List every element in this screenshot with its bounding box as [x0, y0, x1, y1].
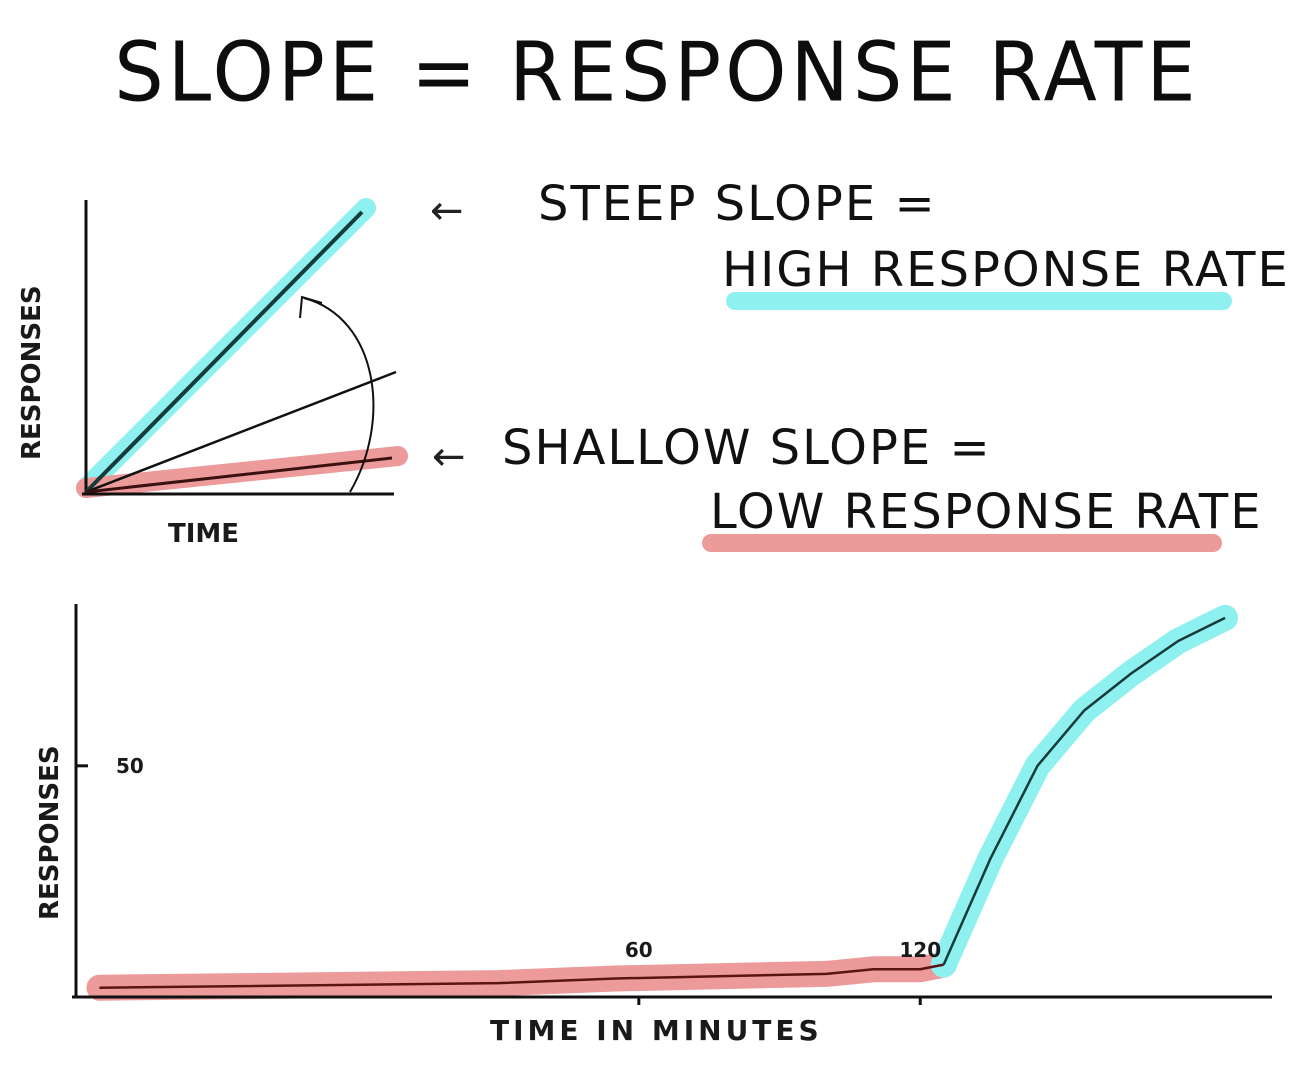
record-ticks: 50 60 120 — [76, 754, 941, 1005]
record-series-1-highlight — [930, 604, 1239, 978]
record-series-0-highlight — [86, 951, 957, 1001]
shallow-line — [85, 456, 393, 494]
shallow-slope-label: SHALLOW SLOPE = — [502, 420, 992, 476]
steep-slope-label: STEEP SLOPE = — [538, 176, 937, 232]
record-series-1-line — [942, 616, 1226, 966]
y-tick-label: 50 — [116, 754, 144, 778]
record-series-0-line — [99, 963, 944, 990]
x-tick-label: 60 — [625, 938, 653, 962]
x-tick-label: 120 — [899, 938, 941, 962]
low-rate-underline — [702, 534, 1222, 552]
curved-arrow — [303, 297, 375, 493]
record-y-label: RESPONSES — [35, 745, 65, 920]
schematic-chart: RESPONSES TIME — [17, 198, 408, 549]
curved-arrow-head — [299, 295, 323, 319]
shallow-arrow-icon: ← — [432, 434, 466, 480]
steep-line — [84, 210, 364, 494]
high-rate-underline — [726, 292, 1232, 310]
record-chart: 50 60 120 RESPONSES TIME IN MINUTES — [35, 604, 1272, 1047]
steep-arrow-icon: ← — [430, 188, 464, 234]
low-rate-label: LOW RESPONSE RATE — [710, 484, 1263, 540]
record-x-label: TIME IN MINUTES — [490, 1014, 823, 1047]
high-rate-label: HIGH RESPONSE RATE — [722, 242, 1290, 298]
page-title: SLOPE = RESPONSE RATE — [114, 25, 1200, 121]
medium-line — [85, 370, 397, 494]
schematic-x-label: TIME — [168, 519, 239, 549]
record-highlights — [86, 604, 1239, 1001]
schematic-y-label: RESPONSES — [17, 285, 47, 460]
shallow-line-highlight — [76, 446, 408, 498]
record-series — [99, 616, 1226, 990]
